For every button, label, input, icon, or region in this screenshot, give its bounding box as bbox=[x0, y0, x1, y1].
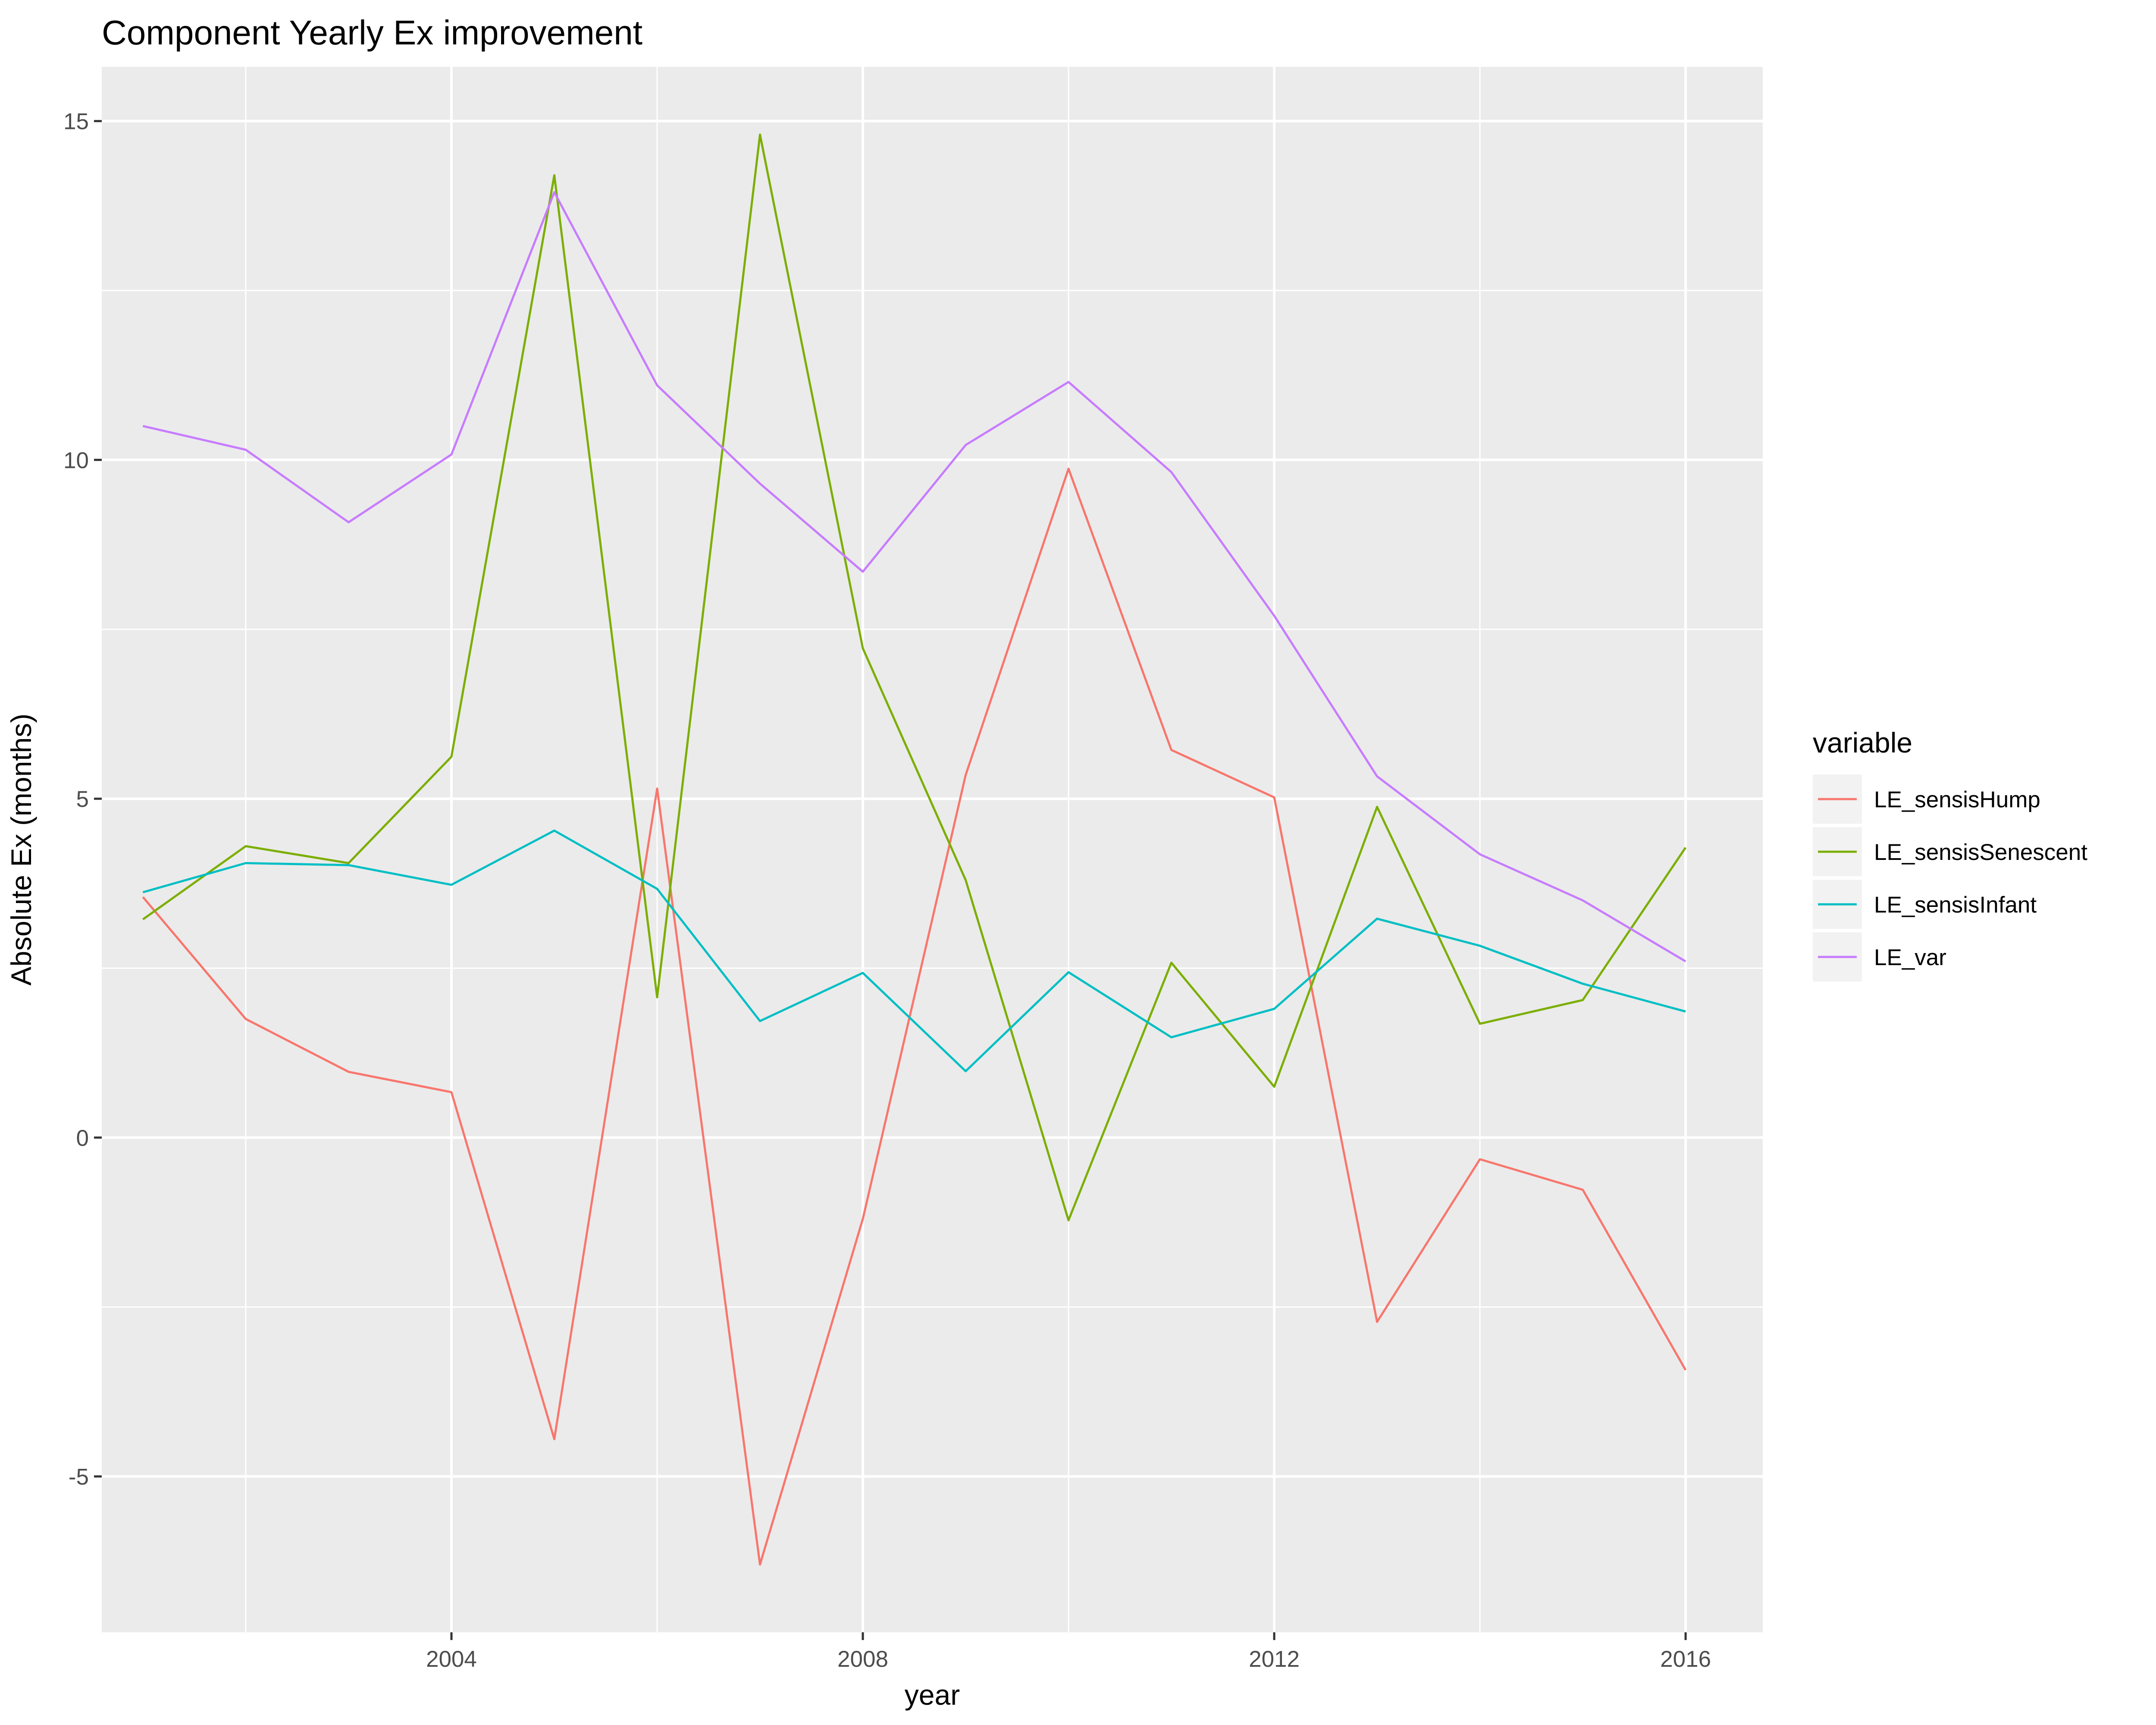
x-tick-label: 2016 bbox=[1660, 1647, 1711, 1672]
series-line-LE_sensisHump bbox=[142, 467, 1687, 1566]
y-tick-label: 5 bbox=[76, 787, 89, 812]
x-tick-label: 2008 bbox=[837, 1647, 888, 1672]
grid-major bbox=[102, 67, 1763, 1632]
series-lines bbox=[142, 133, 1687, 1566]
series-line-LE_var bbox=[142, 191, 1686, 963]
legend: variable LE_sensisHump LE_sensisSenescent… bbox=[1813, 727, 2087, 982]
legend-label: LE_sensisSenescent bbox=[1874, 840, 2087, 865]
chart-title: Component Yearly Ex improvement bbox=[102, 13, 642, 52]
legend-label: LE_sensisHump bbox=[1874, 787, 2040, 812]
x-axis-title: year bbox=[905, 1679, 960, 1711]
plot-panel bbox=[102, 67, 1763, 1632]
x-tick-label: 2012 bbox=[1249, 1647, 1300, 1672]
y-tick-label: 15 bbox=[63, 109, 89, 135]
y-axis-title: Absolute Ex (months) bbox=[5, 714, 37, 986]
legend-label: LE_var bbox=[1874, 945, 1946, 970]
legend-items: LE_sensisHump LE_sensisSenescent LE_sensis… bbox=[1813, 775, 2087, 982]
y-tick-label: 0 bbox=[76, 1126, 89, 1151]
series-line-LE_sensisInfant bbox=[142, 829, 1686, 1073]
legend-label: LE_sensisInfant bbox=[1874, 892, 2037, 918]
x-tick-label: 2004 bbox=[426, 1647, 477, 1672]
grid-minor bbox=[102, 67, 1763, 1632]
series-line-LE_sensisSenescent bbox=[142, 133, 1687, 1222]
y-tick-label: -5 bbox=[69, 1465, 89, 1490]
y-tick-label: 10 bbox=[63, 448, 89, 473]
y-axis: -5 0 5 10 15 bbox=[63, 109, 102, 1490]
x-axis: 2004 2008 2012 2016 bbox=[426, 1632, 1711, 1672]
legend-title: variable bbox=[1813, 727, 1912, 759]
